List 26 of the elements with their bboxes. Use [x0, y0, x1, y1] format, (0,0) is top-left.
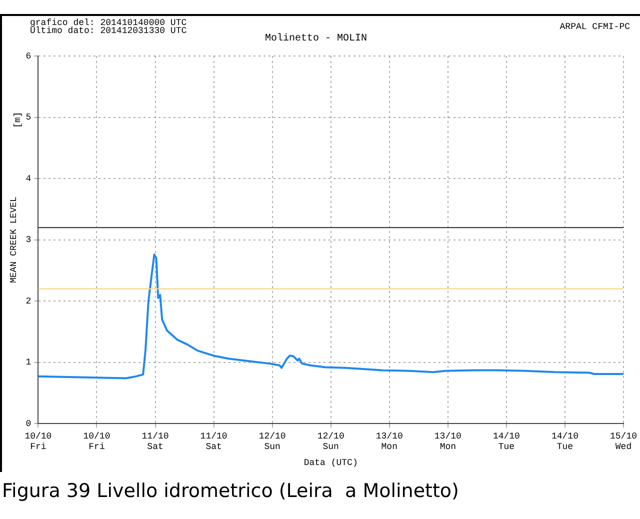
- y-tick-label: 1: [26, 358, 32, 368]
- x-tick-label: 12/10 Sun: [317, 431, 344, 452]
- text: Figura 39 Livello idrometrico (Leira a Molinetto): [2, 480, 459, 502]
- y-tick-label: 6: [26, 51, 32, 62]
- x-tick-label: 10/10 Fri: [83, 431, 110, 452]
- y-tick-label: 4: [26, 174, 32, 184]
- x-tick-label: 10/10 Fri: [24, 431, 52, 452]
- text: Ultimo dato: 201412031330 UTC: [30, 26, 187, 36]
- x-axis-title: Data (UTC): [304, 458, 358, 468]
- x-tick-label: 11/10 Sat: [142, 431, 169, 452]
- x-tick-label: 13/10 Mon: [376, 431, 403, 452]
- y-axis-title: MEAN CREEK LEVEL: [8, 196, 19, 284]
- text: grafico del: 201410140000 UTC: [30, 18, 187, 28]
- x-tick-label: 11/10 Sat: [200, 431, 228, 452]
- x-tick-label: 14/10 Tue: [492, 431, 520, 452]
- text: [m]: [13, 112, 23, 128]
- y-tick-label: 5: [26, 112, 32, 123]
- y-tick-label: 3: [26, 235, 32, 246]
- y-tick-label: 2: [26, 296, 32, 306]
- text: ARPAL CFMI-PC: [560, 22, 630, 32]
- y-tick-label: 0: [26, 418, 32, 429]
- chart-title: Molinetto - MOLIN: [264, 32, 368, 45]
- x-tick-label: 12/10 Sun: [258, 431, 286, 452]
- x-tick-label: 15/10 Wed: [610, 431, 638, 452]
- x-tick-label: 14/10 Tue: [551, 431, 578, 452]
- x-tick-label: 13/10 Mon: [434, 431, 462, 452]
